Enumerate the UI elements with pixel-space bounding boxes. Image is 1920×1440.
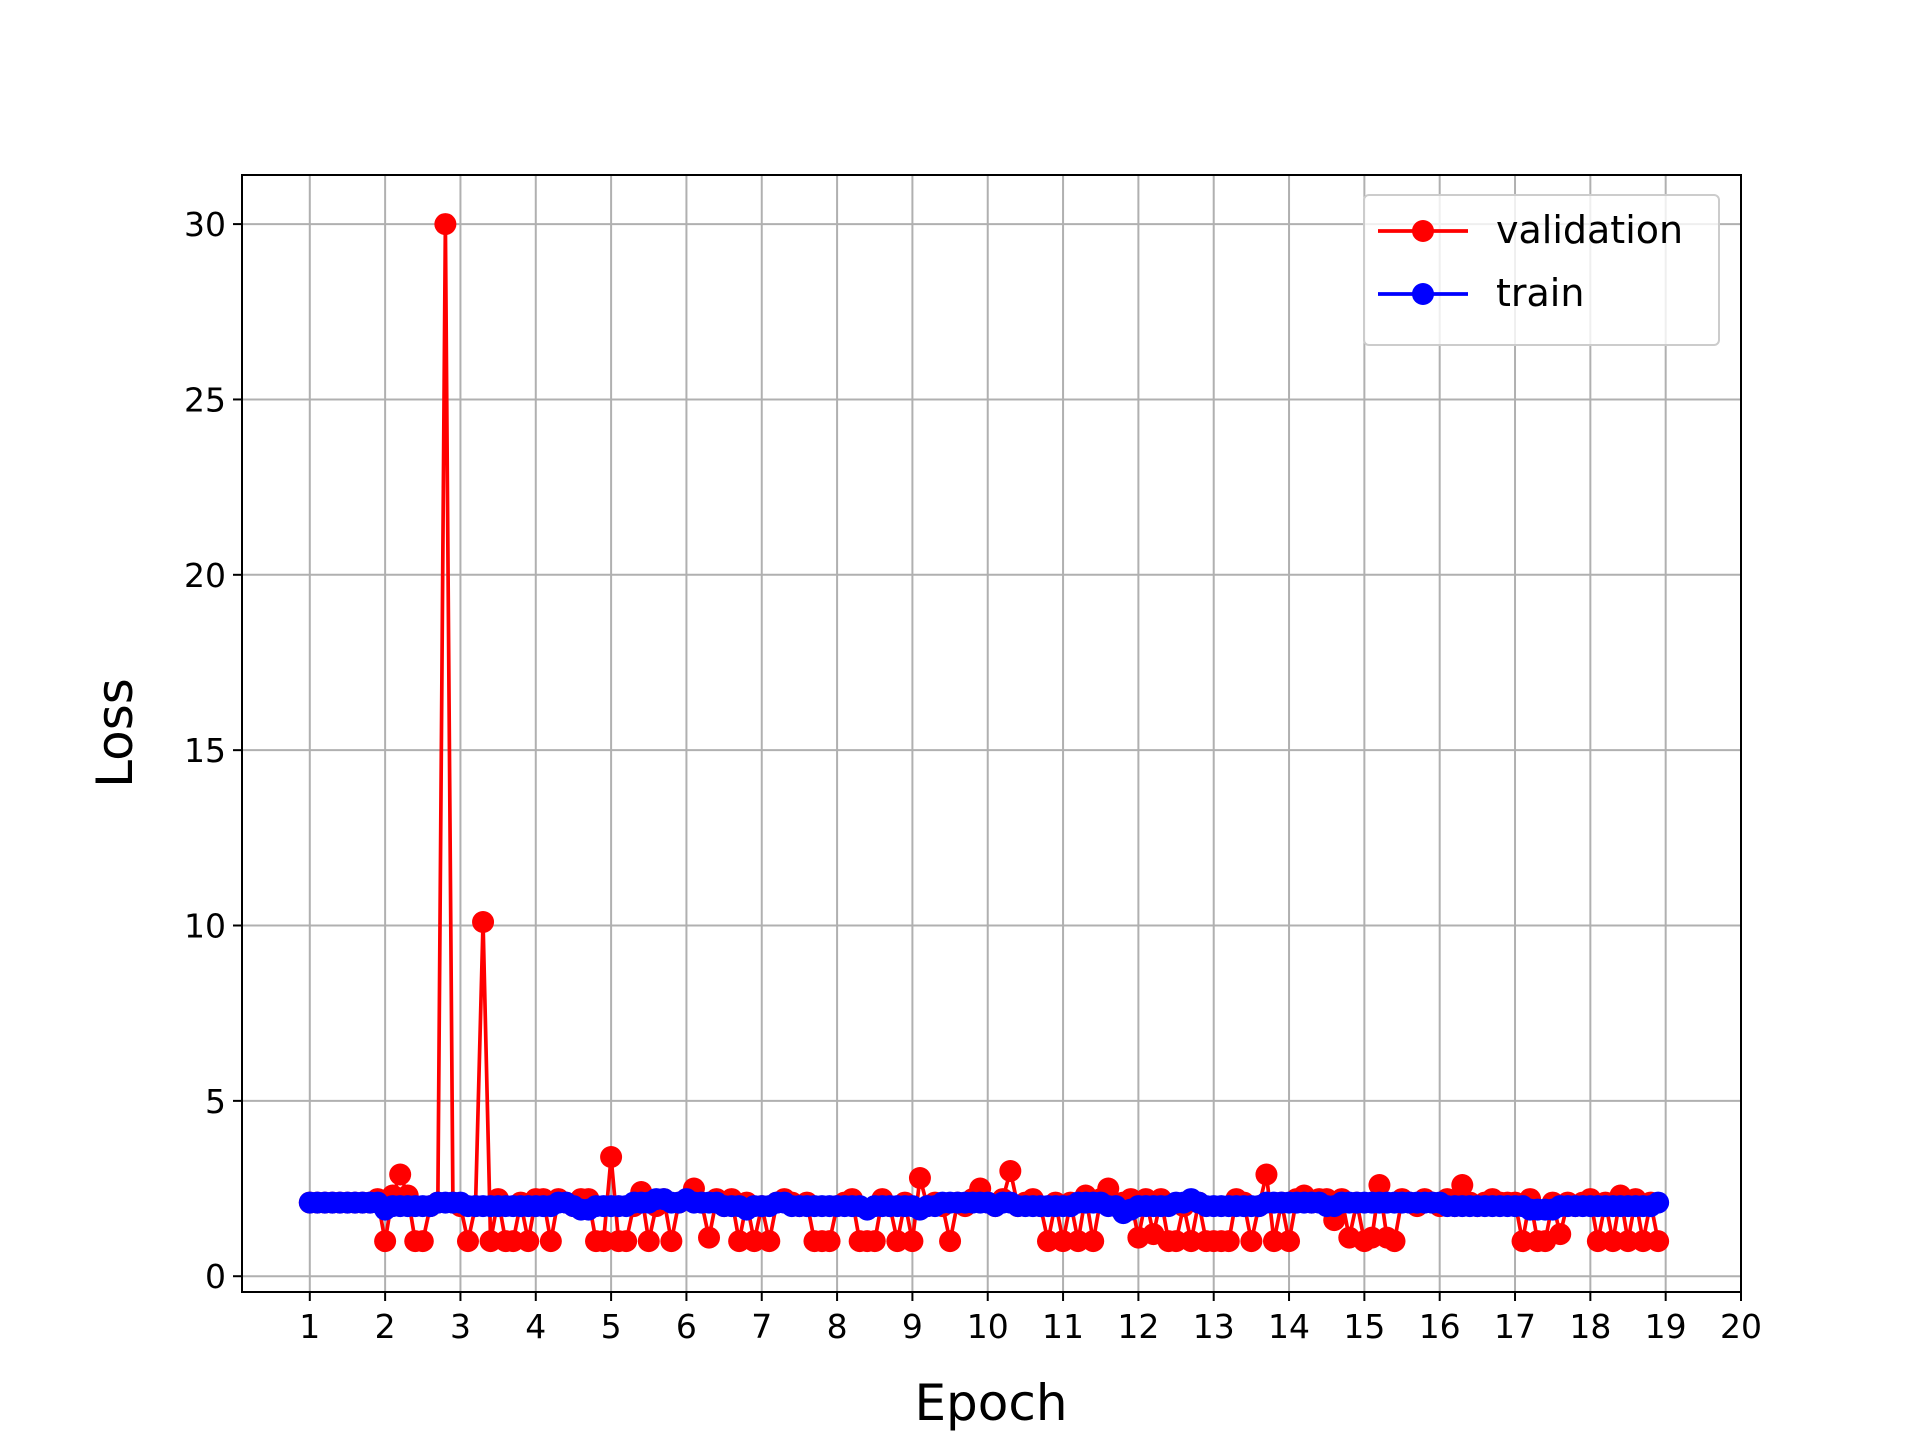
y-tick-label: 20 [184,556,226,595]
data-point [637,1230,660,1253]
data-point [1360,1226,1383,1249]
data-point [517,1230,540,1253]
x-tick-label: 6 [676,1307,697,1346]
data-point [1262,1230,1285,1253]
y-tick-label: 5 [205,1082,226,1121]
y-tick-label: 15 [184,731,226,770]
x-tick-label: 3 [450,1307,471,1346]
x-tick-label: 9 [902,1307,923,1346]
data-point [1601,1230,1624,1253]
x-tick-label: 13 [1193,1307,1235,1346]
data-point [600,1145,623,1168]
data-point [1632,1230,1655,1253]
x-axis-label: Epoch [914,1374,1067,1432]
y-axis-label: Loss [86,678,144,788]
y-tick-label: 25 [184,380,226,419]
data-point [863,1230,886,1253]
x-tick-label: 12 [1117,1307,1159,1346]
x-tick-label: 7 [751,1307,772,1346]
x-tick-label: 2 [375,1307,396,1346]
data-point [1511,1230,1534,1253]
data-point [502,1230,525,1253]
legend-swatch-marker [1412,283,1434,305]
data-point [1180,1230,1203,1253]
data-point [1165,1230,1188,1253]
data-point [479,1230,502,1253]
data-point [1036,1230,1059,1253]
x-tick-label: 16 [1419,1307,1461,1346]
data-point [539,1230,562,1253]
data-point [758,1230,781,1253]
data-point [1383,1230,1406,1253]
data-point [743,1230,766,1253]
data-point [1082,1230,1105,1253]
data-point [389,1163,412,1186]
data-point [1052,1230,1075,1253]
data-point [939,1230,962,1253]
data-point [1217,1230,1240,1253]
x-tick-label: 8 [827,1307,848,1346]
legend: validation train [1363,194,1720,346]
data-point [1255,1163,1278,1186]
x-tick-label: 20 [1720,1307,1762,1346]
x-tick-label: 15 [1343,1307,1385,1346]
y-tick-label: 0 [205,1257,226,1296]
data-point [728,1230,751,1253]
data-point [592,1230,615,1253]
data-point [901,1230,924,1253]
data-point [1549,1223,1572,1246]
data-point [999,1160,1022,1183]
y-tick-label: 10 [184,907,226,946]
legend-label: train [1496,271,1584,315]
data-point [1278,1230,1301,1253]
x-tick-label: 5 [601,1307,622,1346]
data-point [1586,1230,1609,1253]
data-point [1647,1191,1670,1214]
data-point [908,1167,931,1190]
x-tick-label: 11 [1042,1307,1084,1346]
data-point [1451,1174,1474,1197]
x-tick-label: 17 [1494,1307,1536,1346]
data-point [1240,1230,1263,1253]
data-point [456,1230,479,1253]
axes-frame [241,174,1742,1293]
data-point [472,911,495,934]
legend-swatch-marker [1412,220,1434,242]
x-tick-label: 4 [525,1307,546,1346]
data-point [1067,1230,1090,1253]
legend-label: validation [1496,208,1683,252]
x-tick-label: 18 [1569,1307,1611,1346]
plot-area [298,213,1670,1253]
data-point [1647,1230,1670,1253]
data-point [1368,1174,1391,1197]
data-point [411,1230,434,1253]
data-point [818,1230,841,1253]
y-tick-label: 30 [184,205,226,244]
x-tick-label: 10 [967,1307,1009,1346]
data-point [434,213,457,236]
data-point [660,1230,683,1253]
x-tick-label: 19 [1645,1307,1687,1346]
data-point [1617,1230,1640,1253]
x-tick-label: 14 [1268,1307,1310,1346]
x-tick-label: 1 [299,1307,320,1346]
data-point [615,1230,638,1253]
data-point [698,1226,721,1249]
data-point [374,1230,397,1253]
data-point [886,1230,909,1253]
